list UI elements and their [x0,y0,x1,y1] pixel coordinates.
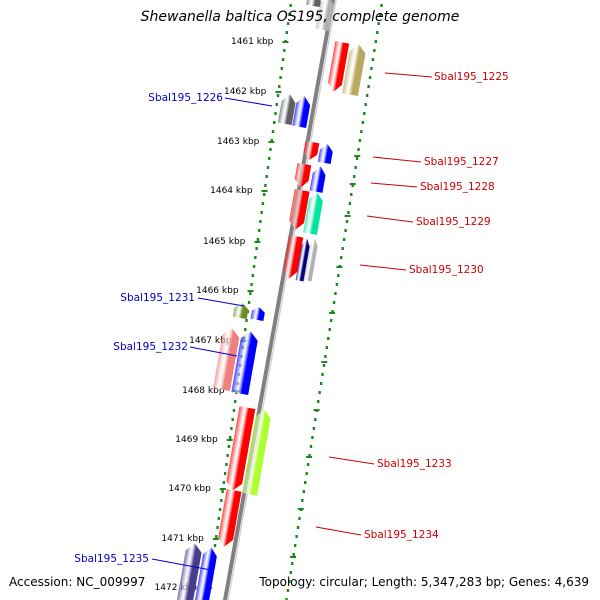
accession-text: Accession: NC_009997 [9,575,146,589]
gene-arrow[interactable] [342,43,367,97]
gene-arrow[interactable] [277,93,297,125]
gene-label-leader-line [370,182,418,188]
scale-tick-mark [254,241,261,243]
gene-arrow[interactable] [232,302,249,320]
gene-label[interactable]: Sbal195_1229 [416,216,491,228]
scale-tick-label: 1471 kbp [161,534,204,544]
gene-label[interactable]: Sbal195_1230 [409,264,484,276]
gene-arrow[interactable] [327,41,350,93]
gene-label[interactable]: Sbal195_1231 [120,292,195,304]
gene-arrow[interactable] [176,542,203,600]
gene-arrow[interactable] [282,235,304,280]
scale-tick-label: 1464 kbp [210,186,253,196]
scale-tick-mark [275,91,282,93]
gene-label-leader-line [372,156,422,163]
gene-label-leader-line [151,558,212,571]
scale-tick-mark [212,538,219,540]
gene-arrow[interactable] [303,238,319,282]
gene-arrow[interactable] [303,191,324,235]
genome-backbone-line [222,0,336,600]
gene-arrow[interactable] [293,162,312,189]
gene-label[interactable]: Sbal195_1225 [434,71,509,83]
gene-label[interactable]: Sbal195_1232 [113,341,188,353]
gene-arrow[interactable] [292,95,311,128]
track-tick-mark [290,556,297,558]
gene-label-leader-line [189,346,238,357]
scale-tick-label: 1465 kbp [203,237,246,247]
genome-title: Shewanella baltica OS195, complete genom… [140,9,460,25]
gene-label-leader-line [384,72,433,78]
scale-tick-label: 1467 kbp [189,336,232,346]
scale-tick-label: 1469 kbp [175,435,218,445]
track-tick-mark [313,409,320,411]
gene-arrow[interactable] [213,327,241,392]
track-tick-mark [306,456,313,458]
gene-arrow[interactable] [250,306,266,322]
topology-text: Topology: circular; Length: 5,347,283 bp… [259,575,589,589]
scale-tick-mark [261,190,268,192]
gene-arrow[interactable] [194,546,218,600]
gene-arrow[interactable] [225,406,256,492]
gene-label-leader-line [366,215,414,223]
gene-label-leader-line [224,97,273,107]
right-track-dotted-line [285,4,383,600]
scale-tick-label: 1462 kbp [224,87,267,97]
scale-tick-label: 1470 kbp [168,484,211,494]
scale-tick-mark [219,488,226,490]
gene-label[interactable]: Sbal195_1234 [364,529,439,541]
gene-arrow[interactable] [302,140,320,161]
scale-tick-label: 1461 kbp [231,37,274,47]
scale-tick-mark [282,41,289,43]
track-tick-mark [349,183,356,185]
gene-label[interactable]: Sbal195_1235 [74,553,149,565]
scale-tick-label: 1472 kbp [155,583,198,593]
gene-arrow[interactable] [231,330,259,395]
scale-tick-mark [226,439,233,441]
gene-arrow[interactable] [315,0,336,31]
scale-tick-label: 1466 kbp [196,286,239,296]
track-tick-mark [321,361,328,363]
gene-label[interactable]: Sbal195_1227 [424,156,499,168]
gene-label[interactable]: Sbal195_1233 [377,458,452,470]
track-tick-mark [336,266,343,268]
scale-tick-label: 1463 kbp [217,137,260,147]
gene-label[interactable]: Sbal195_1226 [148,92,223,104]
track-tick-mark [344,215,351,217]
gene-arrow[interactable] [242,408,272,496]
scale-tick-mark [247,290,254,292]
gene-arrow[interactable] [309,165,327,193]
genome-backbone-highlight [227,0,337,600]
track-tick-mark [354,155,361,157]
scale-tick-mark [268,141,275,143]
gene-label-leader-line [315,526,362,536]
gene-arrow[interactable] [217,489,242,548]
gene-arrow[interactable] [288,189,310,231]
gene-arrow[interactable] [317,143,334,164]
track-tick-mark [297,508,304,510]
track-tick-mark [329,312,336,314]
gene-arrow[interactable] [295,238,311,282]
gene-label-leader-line [197,297,245,307]
gene-label[interactable]: Sbal195_1228 [420,181,495,193]
gene-label-leader-line [359,264,407,271]
gene-arrow[interactable] [306,0,322,8]
scale-tick-label: 1468 kbp [182,386,225,396]
gene-label-leader-line [328,456,375,465]
